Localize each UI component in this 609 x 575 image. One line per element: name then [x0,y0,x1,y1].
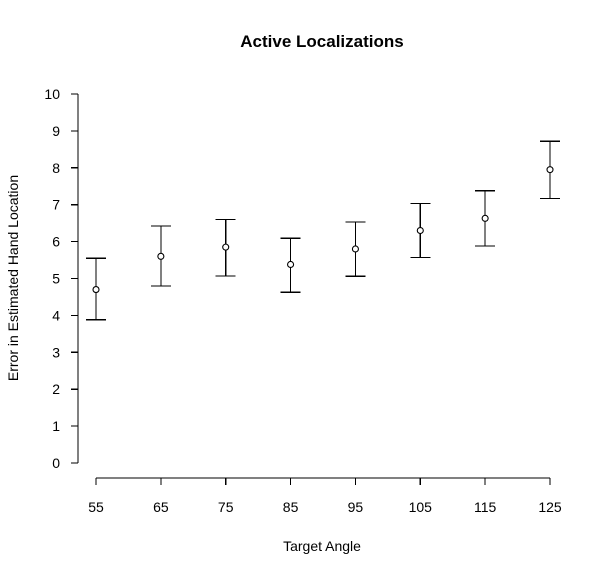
y-axis-tick-label: 7 [52,197,60,213]
x-axis-tick-label: 85 [283,499,299,515]
x-axis-tick-label: 55 [88,499,104,515]
data-point [416,226,424,235]
x-axis-tick-label: 65 [153,499,169,515]
y-axis-tick-label: 10 [44,86,60,102]
y-axis-tick-label: 0 [52,455,60,471]
data-point [157,252,165,260]
x-axis-tick-label: 95 [348,499,364,515]
x-axis-tick-label: 115 [474,499,497,515]
x-axis-tick-label: 75 [218,499,234,515]
data-points [92,166,554,294]
y-axis-tick-label: 4 [52,307,60,323]
data-point [546,166,554,174]
y-axis-tick-label: 8 [52,160,60,176]
x-axis-label: Target Angle [283,538,361,554]
data-point [287,260,295,269]
x-axis-tick-label: 105 [409,499,433,515]
data-point [481,214,489,222]
error-bars [86,140,560,321]
y-axis-tick-label: 6 [52,234,60,250]
y-axis-label: Error in Estimated Hand Location [5,175,21,381]
y-axis-tick-label: 1 [52,418,60,434]
y-axis-tick-label: 2 [52,381,60,397]
data-point [92,286,100,294]
y-axis-tick-label: 5 [52,271,60,287]
x-axis-tick-label: 125 [538,499,562,515]
data-point [222,243,230,251]
x-axis: 55 65 75 85 95 105 115 125 [88,477,562,515]
y-axis: 0 1 2 3 4 5 6 7 8 9 10 [44,86,79,471]
y-axis-tick-label: 3 [52,344,60,360]
y-axis-tick-label: 9 [52,123,60,139]
chart-title: Active Localizations [240,32,403,51]
data-point [351,245,359,253]
